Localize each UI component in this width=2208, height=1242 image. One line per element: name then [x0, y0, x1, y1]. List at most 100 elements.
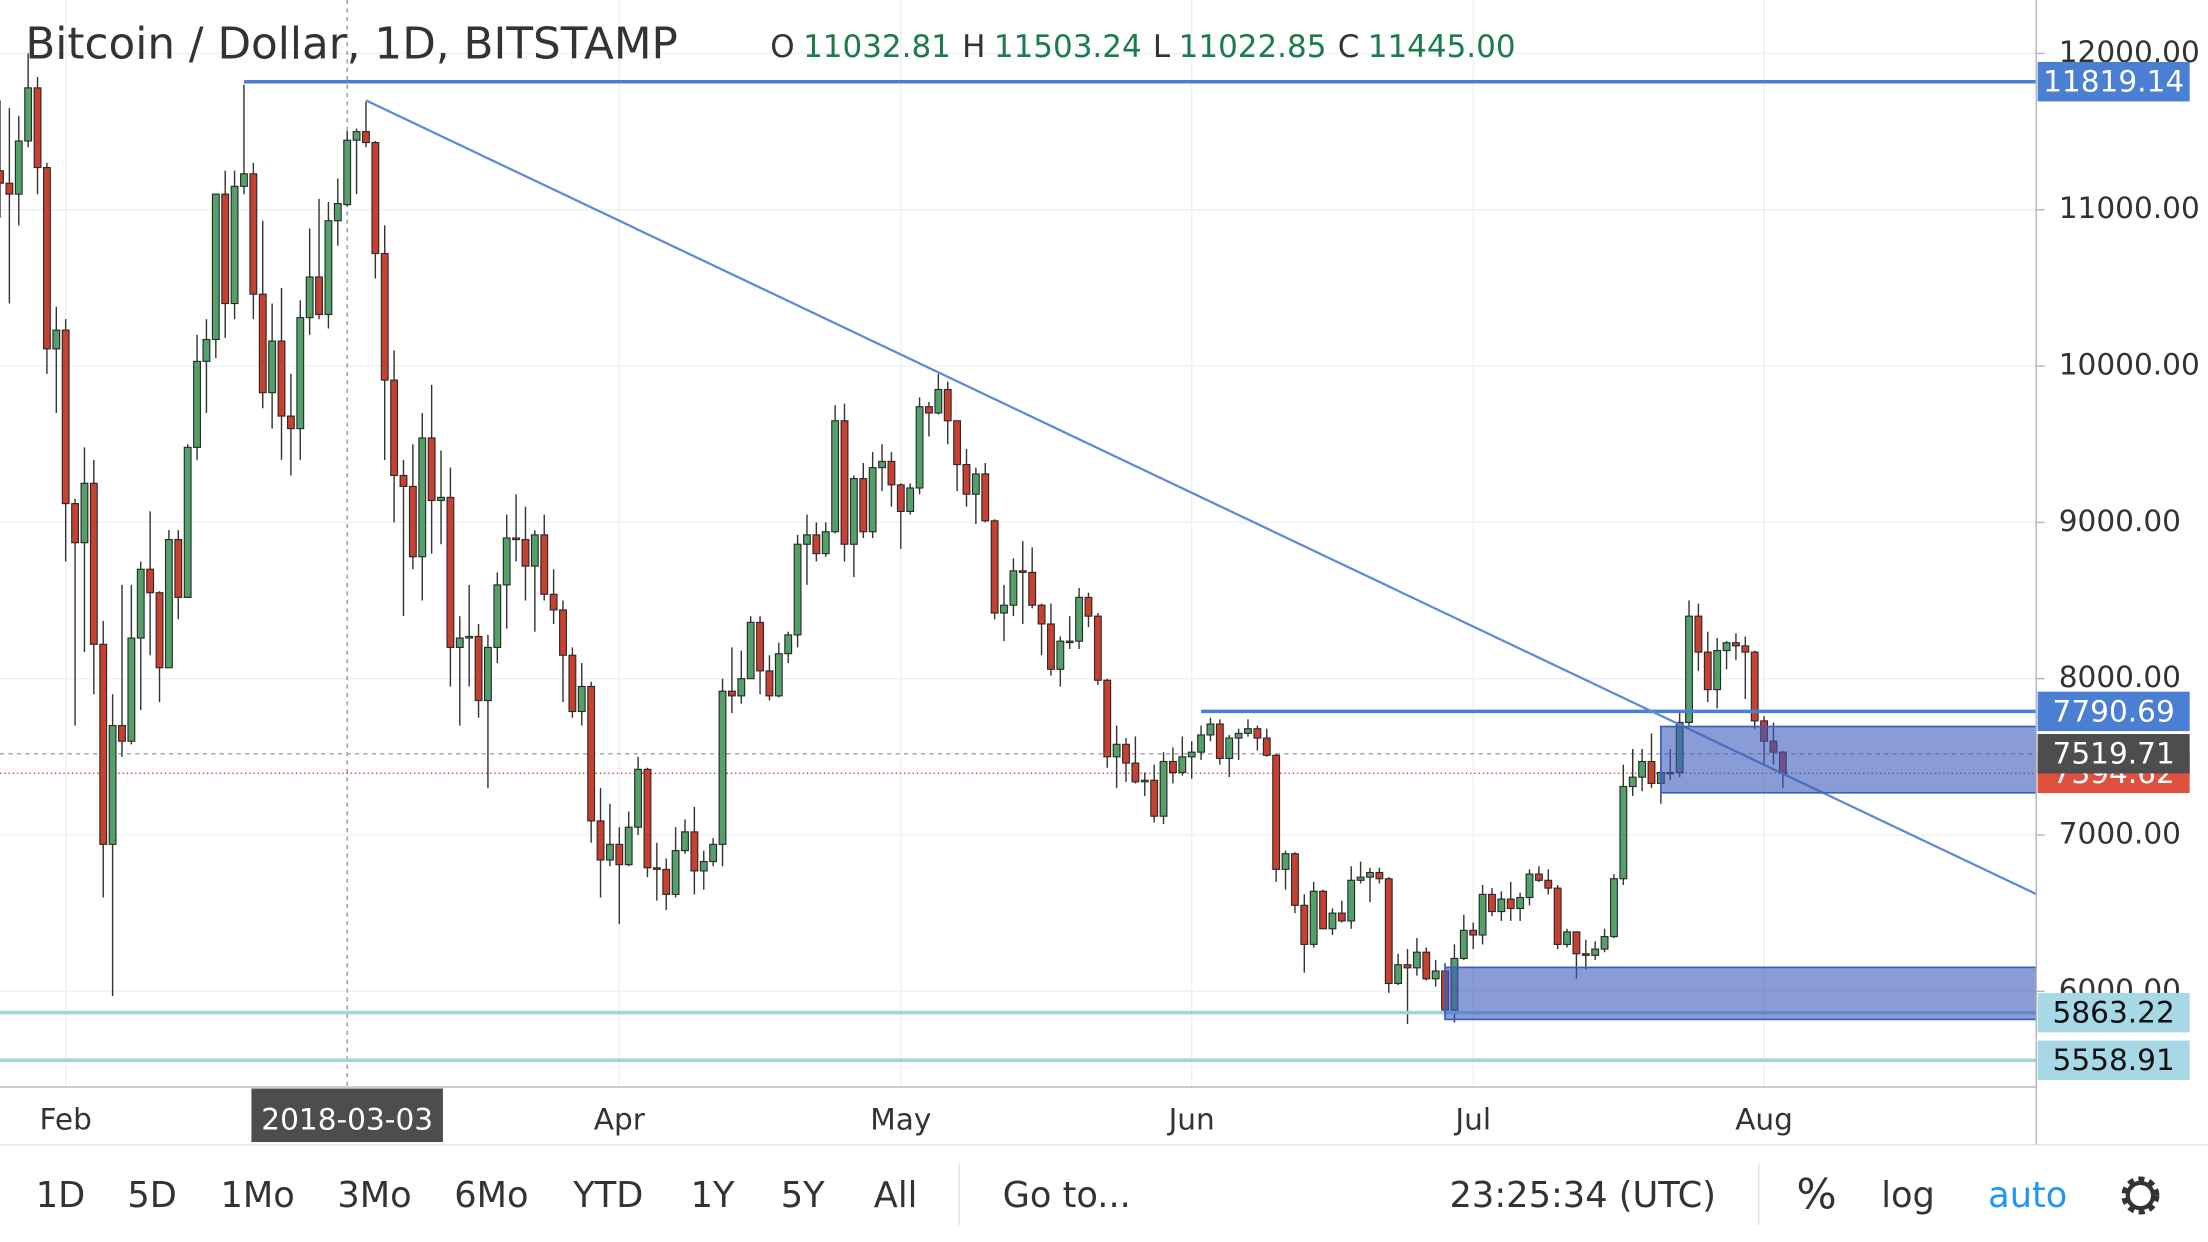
candle-body: [1140, 779, 1149, 783]
candle-body: [1544, 879, 1553, 889]
price-label: 11819.14: [2043, 65, 2184, 99]
candle-body: [718, 690, 727, 845]
range-button[interactable]: 3Mo: [337, 1175, 411, 1216]
candle-body: [953, 420, 962, 466]
candle-body: [146, 568, 155, 594]
candle-body: [315, 276, 323, 316]
candle-body: [1619, 785, 1628, 880]
candle-body: [1281, 853, 1290, 870]
candle-body: [803, 534, 811, 545]
candle-body: [164, 539, 173, 669]
price-label-bg: [2037, 691, 2190, 732]
percent-button[interactable]: %: [1796, 1169, 1836, 1218]
ohlc-value: 11032.81: [803, 28, 951, 64]
candle-body: [1488, 893, 1496, 913]
candle-body: [427, 437, 436, 502]
ohlc-item: L 11022.85: [1153, 28, 1326, 64]
candle-body: [831, 420, 840, 533]
candle-body: [1084, 596, 1093, 617]
candle-body: [1694, 615, 1703, 653]
candle-body: [1300, 904, 1309, 945]
candle-body: [502, 537, 511, 586]
candle-body: [1422, 951, 1431, 980]
range-button[interactable]: YTD: [572, 1175, 643, 1216]
candle-body: [296, 317, 305, 430]
price-axis-bg: [2036, 0, 2208, 1145]
range-button[interactable]: 1D: [36, 1175, 85, 1216]
candle-body: [1178, 756, 1187, 774]
candle-body: [934, 388, 943, 414]
ohlc-value: 11022.85: [1179, 28, 1327, 64]
settings-icon[interactable]: [2121, 1176, 2160, 1215]
candle-body: [1337, 912, 1346, 922]
candle-body: [1478, 893, 1487, 936]
crosshair-date: 2018-03-03: [261, 1102, 433, 1136]
candle-body: [1741, 645, 1750, 653]
candle-body: [1722, 642, 1731, 652]
candle-body: [643, 768, 652, 869]
candle-body: [408, 485, 417, 558]
price-axis: 6000.007000.008000.009000.0010000.001100…: [2035, 0, 2208, 1145]
ohlc-item: C 11445.00: [1338, 28, 1516, 64]
candle-body: [971, 473, 980, 495]
candle-body: [1244, 728, 1252, 734]
candle-body: [624, 826, 633, 866]
candle-body: [465, 635, 474, 639]
candle-body: [1047, 623, 1055, 670]
range-button[interactable]: 6Mo: [454, 1175, 528, 1216]
candle-body: [990, 520, 999, 614]
candle-body: [268, 340, 277, 394]
candle-body: [1103, 679, 1112, 758]
candle-body: [5, 182, 14, 195]
candle-body: [1234, 732, 1243, 739]
ohlc-label: C: [1338, 28, 1360, 64]
goto-button[interactable]: Go to...: [1003, 1175, 1131, 1216]
candle-body: [42, 166, 51, 350]
candle-body: [1309, 890, 1318, 945]
range-button[interactable]: 1Mo: [221, 1175, 295, 1216]
candle-body: [483, 646, 492, 702]
x-tick-label: Jun: [1167, 1102, 1215, 1136]
range-button[interactable]: 1Y: [691, 1175, 735, 1216]
candle-body: [1750, 651, 1759, 722]
candle-body: [1731, 642, 1740, 647]
candle-body: [1028, 571, 1037, 606]
y-tick-label: 8000.00: [2059, 660, 2181, 694]
candle-body: [1628, 776, 1637, 788]
candle-body: [89, 482, 98, 645]
candle-body: [868, 467, 877, 533]
candle-body: [1215, 723, 1224, 759]
x-tick-label: Apr: [594, 1102, 646, 1136]
candle-body: [662, 868, 671, 895]
candle-body: [1384, 878, 1393, 985]
candle-body: [1469, 929, 1478, 936]
x-tick-label: Aug: [1735, 1102, 1793, 1136]
candle-body: [943, 388, 952, 422]
range-button[interactable]: 5D: [127, 1175, 176, 1216]
range-button[interactable]: All: [874, 1175, 918, 1216]
candle-body: [859, 478, 868, 533]
candle-body: [1600, 936, 1609, 950]
candle-body: [1394, 964, 1403, 985]
candle-body: [474, 635, 483, 702]
candle-body: [305, 276, 314, 319]
candle-body: [277, 340, 286, 417]
candle-body: [249, 173, 258, 295]
ohlc-item: O 11032.81: [770, 28, 951, 64]
log-button[interactable]: log: [1881, 1175, 1935, 1216]
range-button[interactable]: 5Y: [781, 1175, 825, 1216]
candle-body: [24, 87, 33, 142]
ohlc-label: O: [770, 28, 794, 64]
auto-button[interactable]: auto: [1988, 1175, 2067, 1216]
candle-body: [399, 474, 408, 487]
candle-body: [615, 843, 624, 866]
candle-body: [530, 534, 539, 567]
candle-body: [1272, 754, 1281, 870]
chart-title: Bitcoin / Dollar, 1D, BITSTAMP: [25, 18, 677, 69]
box: [1660, 725, 2038, 794]
candle-body: [737, 678, 746, 697]
candle-body: [52, 329, 61, 350]
overlay: [0, 79, 2038, 1062]
candle-body: [774, 653, 783, 697]
